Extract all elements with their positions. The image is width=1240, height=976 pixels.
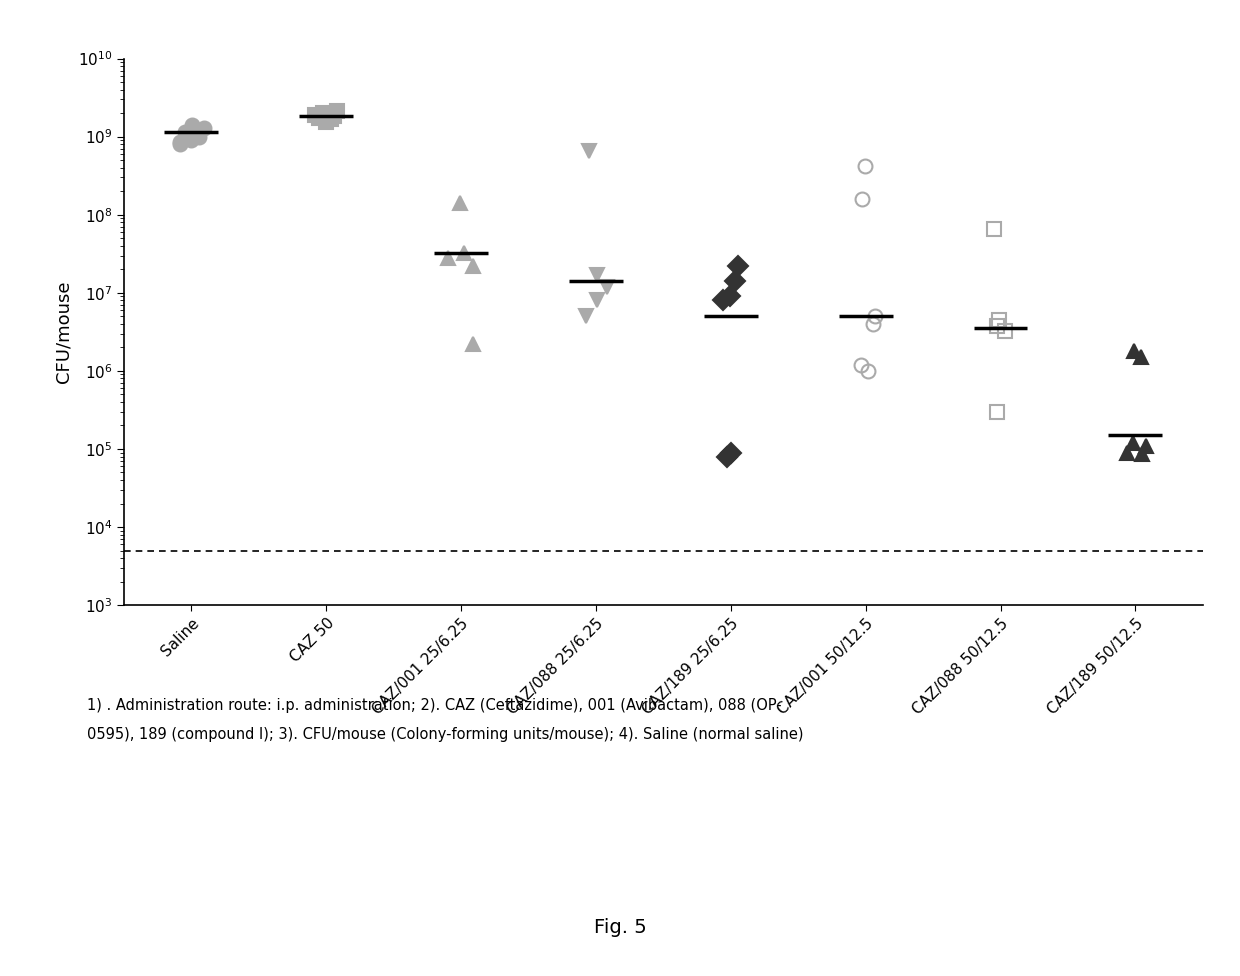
Text: Fig. 5: Fig. 5 (594, 918, 646, 937)
Text: 0595), 189 (compound I); 3). CFU/mouse (Colony-forming units/mouse); 4). Saline : 0595), 189 (compound I); 3). CFU/mouse (… (87, 727, 804, 742)
Text: 1) . Administration route: i.p. administration; 2). CAZ (Ceftazidime), 001 (Avib: 1) . Administration route: i.p. administ… (87, 698, 781, 712)
Y-axis label: CFU/mouse: CFU/mouse (55, 280, 72, 384)
